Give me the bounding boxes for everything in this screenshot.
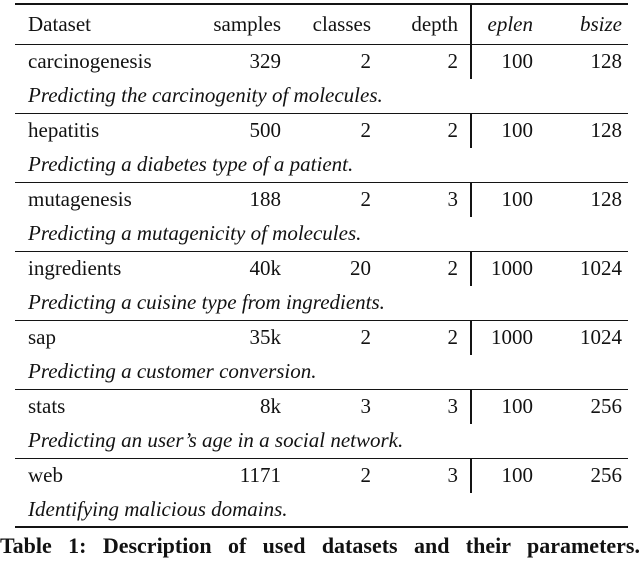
cell-eplen: 100 [470,389,540,424]
cell-bsize: 128 [590,187,623,212]
description-row: Predicting a customer conversion. [15,355,628,390]
column-header-dataset: Dataset [15,4,165,45]
cell-eplen: 100 [470,44,540,79]
description-row: Predicting a cuisine type from ingredien… [15,286,628,321]
cell-classes: 2 [360,463,372,488]
dataset-description: Predicting a diabetes type of a patient. [15,148,628,183]
cell-bsize: 128 [590,49,623,74]
cell-bsize: 128 [590,118,623,143]
dataset-description: Identifying malicious domains. [15,493,628,528]
dataset-description: Predicting an user’s age in a social net… [15,424,628,459]
column-header-samples: samples [165,4,283,45]
dataset-description: Predicting a mutagenicity of molecules. [15,217,628,252]
cell-eplen: 1000 [470,320,540,355]
cell-classes: 2 [360,325,372,350]
description-row: Identifying malicious domains. [15,493,628,528]
table-caption: Table 1: Description of used datasets an… [0,533,640,558]
description-row: Predicting a diabetes type of a patient. [15,148,628,183]
dataset-description: Predicting the carcinogenity of molecule… [15,79,628,114]
table-row-web: web 1171 2 3 100 256 [15,458,628,493]
cell-eplen: 100 [470,113,540,148]
cell-depth: 3 [447,394,459,419]
cell-classes: 2 [360,49,372,74]
cell-depth: 2 [447,256,459,281]
description-row: Predicting a mutagenicity of molecules. [15,217,628,252]
column-header-classes: classes [283,4,373,45]
cell-depth: 2 [447,49,459,74]
cell-bsize: 1024 [580,325,622,350]
cell-samples: 40k [249,256,282,281]
column-header-bsize: bsize [540,4,628,45]
cell-classes: 2 [360,187,372,212]
description-row: Predicting the carcinogenity of molecule… [15,79,628,114]
cell-depth: 2 [447,325,459,350]
cell-eplen: 1000 [470,251,540,286]
header-row: Dataset samples classes depth eplen bsiz… [15,4,628,45]
description-row: Predicting an user’s age in a social net… [15,424,628,459]
cell-eplen: 100 [470,458,540,493]
cell-samples: 1171 [239,463,281,488]
cell-classes: 2 [360,118,372,143]
cell-samples: 35k [249,325,282,350]
dataset-description: Predicting a customer conversion. [15,355,628,390]
cell-bsize: 256 [590,394,623,419]
column-header-depth: depth [373,4,471,45]
table-row-ingredients: ingredients 40k 20 2 1000 1024 [15,251,628,286]
paper-page: Dataset samples classes depth eplen bsiz… [0,3,640,577]
cell-samples: 329 [249,49,282,74]
cell-dataset: mutagenesis [28,187,132,212]
column-header-eplen: eplen [470,4,540,45]
dataset-description: Predicting a cuisine type from ingredien… [15,286,628,321]
cell-dataset: sap [28,325,56,350]
cell-dataset: carcinogenesis [28,49,152,74]
table-row-stats: stats 8k 3 3 100 256 [15,389,628,424]
cell-eplen: 100 [470,182,540,217]
cell-dataset: hepatitis [28,118,100,143]
cell-samples: 8k [260,394,281,419]
cell-dataset: stats [28,394,66,419]
cell-dataset: ingredients [28,256,122,281]
cell-classes: 20 [350,256,371,281]
table-row-sap: sap 35k 2 2 1000 1024 [15,320,628,355]
cell-depth: 2 [447,118,459,143]
cell-depth: 3 [447,463,459,488]
cell-depth: 3 [447,187,459,212]
table-row-mutagenesis: mutagenesis 188 2 3 100 128 [15,182,628,217]
datasets-table: Dataset samples classes depth eplen bsiz… [15,3,628,528]
cell-bsize: 1024 [580,256,622,281]
cell-dataset: web [28,463,63,488]
cell-bsize: 256 [590,463,623,488]
cell-samples: 188 [249,187,282,212]
table-row-carcinogenesis: carcinogenesis 329 2 2 100 128 [15,44,628,79]
cell-classes: 3 [360,394,372,419]
table-row-hepatitis: hepatitis 500 2 2 100 128 [15,113,628,148]
cell-samples: 500 [249,118,282,143]
